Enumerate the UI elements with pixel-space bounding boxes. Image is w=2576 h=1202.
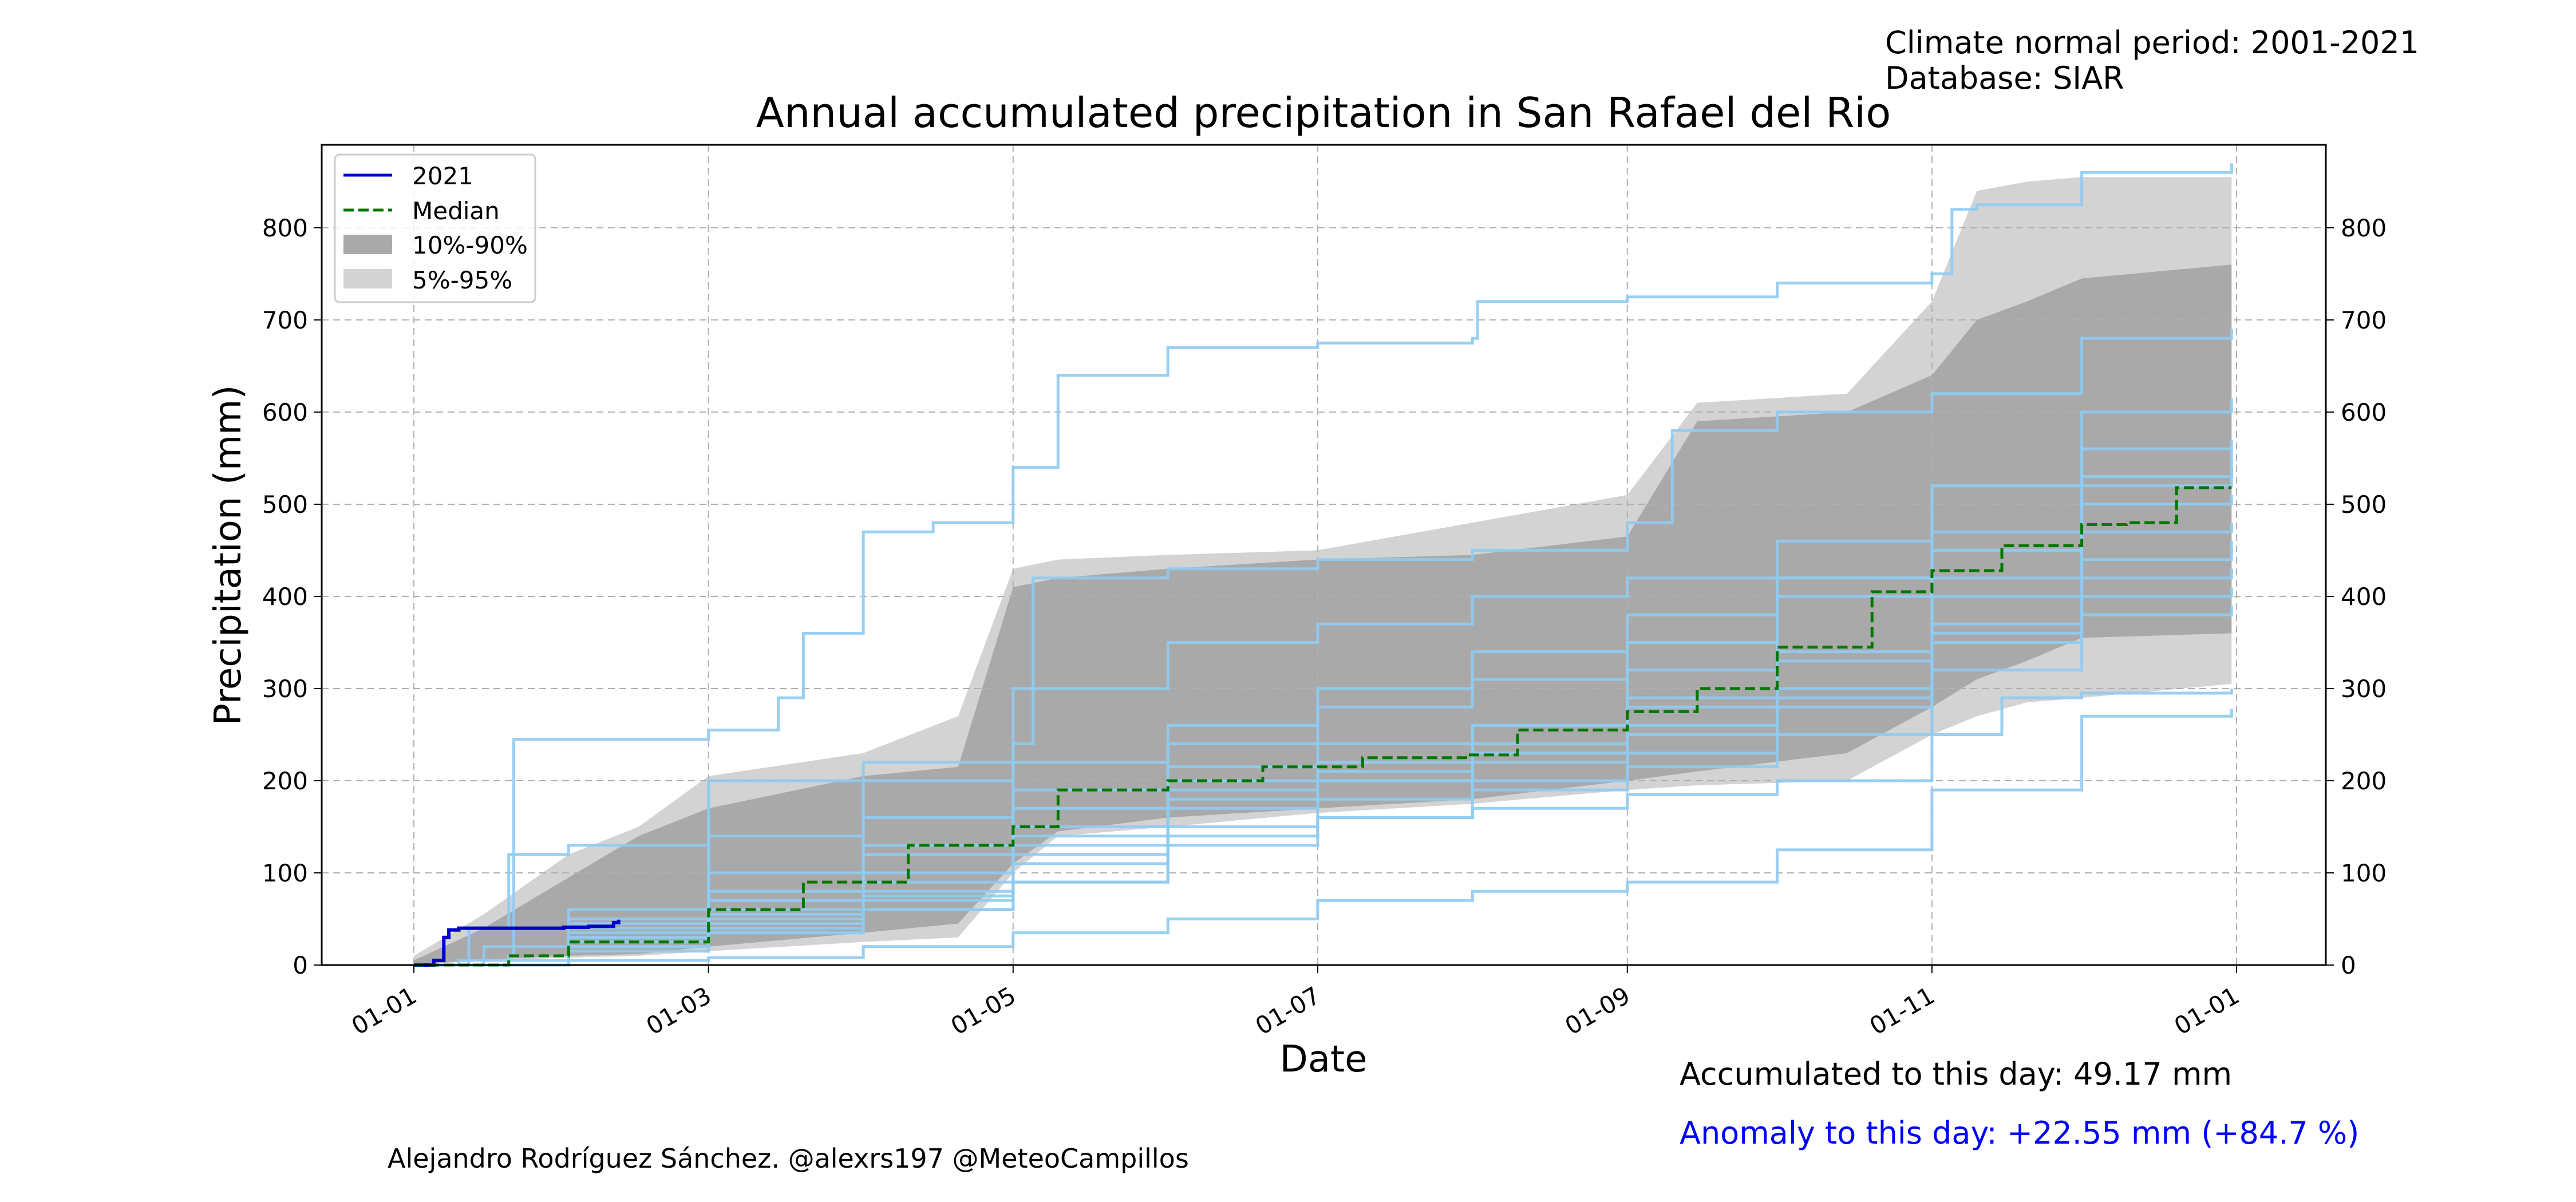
y-tick-label-right: 500 xyxy=(2341,491,2387,519)
x-tick-label: 01-01 xyxy=(347,981,421,1040)
historical-year-line xyxy=(414,709,2233,967)
series-median xyxy=(414,486,2232,967)
accumulated-text: Accumulated to this day: 49.17 mm xyxy=(1680,1056,2232,1092)
legend: 2021 Median 10%-90% 5%-95% xyxy=(334,153,536,303)
legend-box xyxy=(334,153,536,303)
x-tick-label: 01-05 xyxy=(946,981,1021,1040)
credit-text: Alejandro Rodríguez Sánchez. @alexrs197 … xyxy=(388,1143,1189,1174)
y-tick-label-left: 200 xyxy=(262,767,308,795)
x-tick-label: 01-03 xyxy=(641,981,716,1040)
y-tick-label-right: 0 xyxy=(2341,951,2356,979)
historical-years-layer xyxy=(414,163,2233,967)
y-axis-label: Precipitation (mm) xyxy=(207,385,250,726)
y-tick-label-right: 600 xyxy=(2341,398,2387,426)
y-tick-label-right: 700 xyxy=(2341,306,2387,334)
y-tick-label-left: 400 xyxy=(262,583,308,611)
y-tick-label-right: 300 xyxy=(2341,675,2387,703)
series-2021 xyxy=(414,919,621,967)
x-tick-label: 01-09 xyxy=(1560,981,1635,1040)
legend-label-median: Median xyxy=(412,197,500,225)
chart-title: Annual accumulated precipitation in San … xyxy=(756,89,1891,137)
y-tick-label-right: 800 xyxy=(2341,214,2387,242)
historical-year-line xyxy=(414,398,2233,967)
legend-swatch-10-90 xyxy=(343,235,392,254)
y-tick-label-left: 100 xyxy=(262,859,308,887)
y-tick-label-left: 0 xyxy=(293,951,308,979)
y-tick-label-left: 600 xyxy=(262,398,308,426)
y-tick-label-left: 300 xyxy=(262,675,308,703)
y-tick-label-left: 700 xyxy=(262,306,308,334)
legend-swatch-5-95 xyxy=(343,269,392,288)
database-text: Database: SIAR xyxy=(1885,60,2124,96)
y-tick-label-left: 500 xyxy=(262,491,308,519)
legend-label-10-90: 10%-90% xyxy=(412,231,528,259)
legend-label-5-95: 5%-95% xyxy=(412,266,512,294)
historical-year-line xyxy=(414,163,2233,967)
legend-label-2021: 2021 xyxy=(412,162,473,190)
anomaly-text: Anomaly to this day: +22.55 mm (+84.7 %) xyxy=(1680,1115,2359,1151)
y-tick-label-right: 400 xyxy=(2341,583,2387,611)
y-tick-label-left: 800 xyxy=(262,214,308,242)
band-10-90 xyxy=(414,264,2232,965)
series-layer xyxy=(414,486,2232,967)
y-tick-label-right: 200 xyxy=(2341,767,2387,795)
plot-frame xyxy=(321,144,2327,966)
historical-year-line xyxy=(414,495,2233,967)
x-tick-label: 01-11 xyxy=(1865,981,1939,1040)
y-tick-label-right: 100 xyxy=(2341,859,2387,887)
x-axis-label: Date xyxy=(1280,1038,1368,1081)
historical-year-line xyxy=(414,329,2233,967)
x-tick-label: 01-01 xyxy=(2170,981,2244,1040)
climate-normal-text: Climate normal period: 2001-2021 xyxy=(1885,25,2419,61)
x-tick-label: 01-07 xyxy=(1251,981,1325,1040)
